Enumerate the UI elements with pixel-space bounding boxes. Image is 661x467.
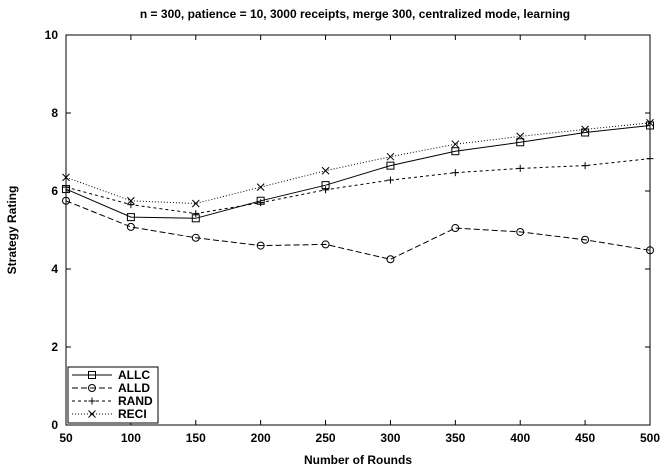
x-tick-label: 250 [316,431,336,445]
data-point-rand [581,162,589,170]
legend-label-allc: ALLC [118,368,150,382]
x-tick-label: 100 [121,431,141,445]
data-point-reci [581,125,589,134]
y-axis-label: Strategy Rating [5,186,19,275]
data-point-rand [516,164,524,172]
plot-frame [65,34,651,426]
y-tick-label: 4 [51,262,58,276]
data-point-alld [451,224,460,233]
series-line-rand [65,158,651,215]
data-point-reci [191,199,200,208]
data-point-alld [386,255,395,264]
series-alld [62,196,654,264]
data-point-rand [62,183,70,191]
legend-box [67,366,159,424]
legend-marker-rand [88,397,96,405]
data-point-alld [191,233,200,242]
series-line-reci [65,122,651,205]
data-point-reci [516,132,525,141]
y-tick-label: 0 [51,418,58,432]
data-point-rand [386,176,394,184]
data-point-reci [451,140,460,149]
data-point-alld [646,246,654,255]
legend-item-allc: ALLC [72,368,150,382]
x-tick-label: 450 [575,431,595,445]
x-tick-label: 300 [380,431,400,445]
series-rand [62,155,654,218]
x-axis-label: Number of Rounds [304,453,412,467]
series-allc [62,121,654,223]
series-line-allc [65,125,651,219]
y-tick-label: 2 [51,340,58,354]
data-point-alld [321,240,330,249]
x-tick-label: 150 [186,431,206,445]
x-tick-label: 200 [251,431,271,445]
axis-ticks: 50 100 150 200 250 300 350 400 450 500 0 2 4 6 8 10 [45,28,661,445]
data-point-allc [386,161,395,170]
data-point-rand [646,155,654,163]
legend-item-reci: RECI [72,407,147,421]
data-point-allc [126,213,135,222]
x-tick-label: 400 [510,431,530,445]
y-tick-label: 10 [45,28,59,42]
data-point-allc [451,147,460,156]
data-point-alld [516,227,525,236]
y-tick-label: 6 [51,184,58,198]
data-point-allc [646,121,654,130]
data-point-rand [322,186,330,194]
y-tick-label: 8 [51,106,58,120]
data-point-rand [127,201,135,209]
series-line-alld [65,200,651,260]
data-point-allc [516,138,525,147]
series-reci [62,118,654,208]
legend-marker-allc [88,371,96,379]
data-point-reci [62,173,70,182]
data-point-rand [451,169,459,177]
data-point-reci [256,183,265,191]
chart-title: n = 300, patience = 10, 3000 receipts, m… [140,7,570,21]
data-point-rand [192,210,200,218]
data-point-alld [581,235,590,244]
legend-label-rand: RAND [118,394,153,408]
x-tick-label: 50 [59,431,73,445]
x-tick-label: 350 [445,431,465,445]
data-point-alld [126,222,135,231]
data-point-alld [256,241,265,250]
series-layer [62,118,654,264]
legend-item-rand: RAND [72,394,153,408]
legend-marker-alld [88,384,96,392]
legend-label-alld: ALLD [118,381,150,395]
data-point-reci [646,118,654,127]
legend-marker-reci [88,410,96,418]
legend-item-alld: ALLD [72,381,150,395]
data-point-reci [321,166,330,175]
data-point-rand [257,199,265,207]
data-point-reci [386,152,395,161]
x-tick-label: 500 [640,431,660,445]
data-point-alld [62,196,70,205]
data-point-reci [127,196,135,205]
legend-label-reci: RECI [118,407,147,421]
